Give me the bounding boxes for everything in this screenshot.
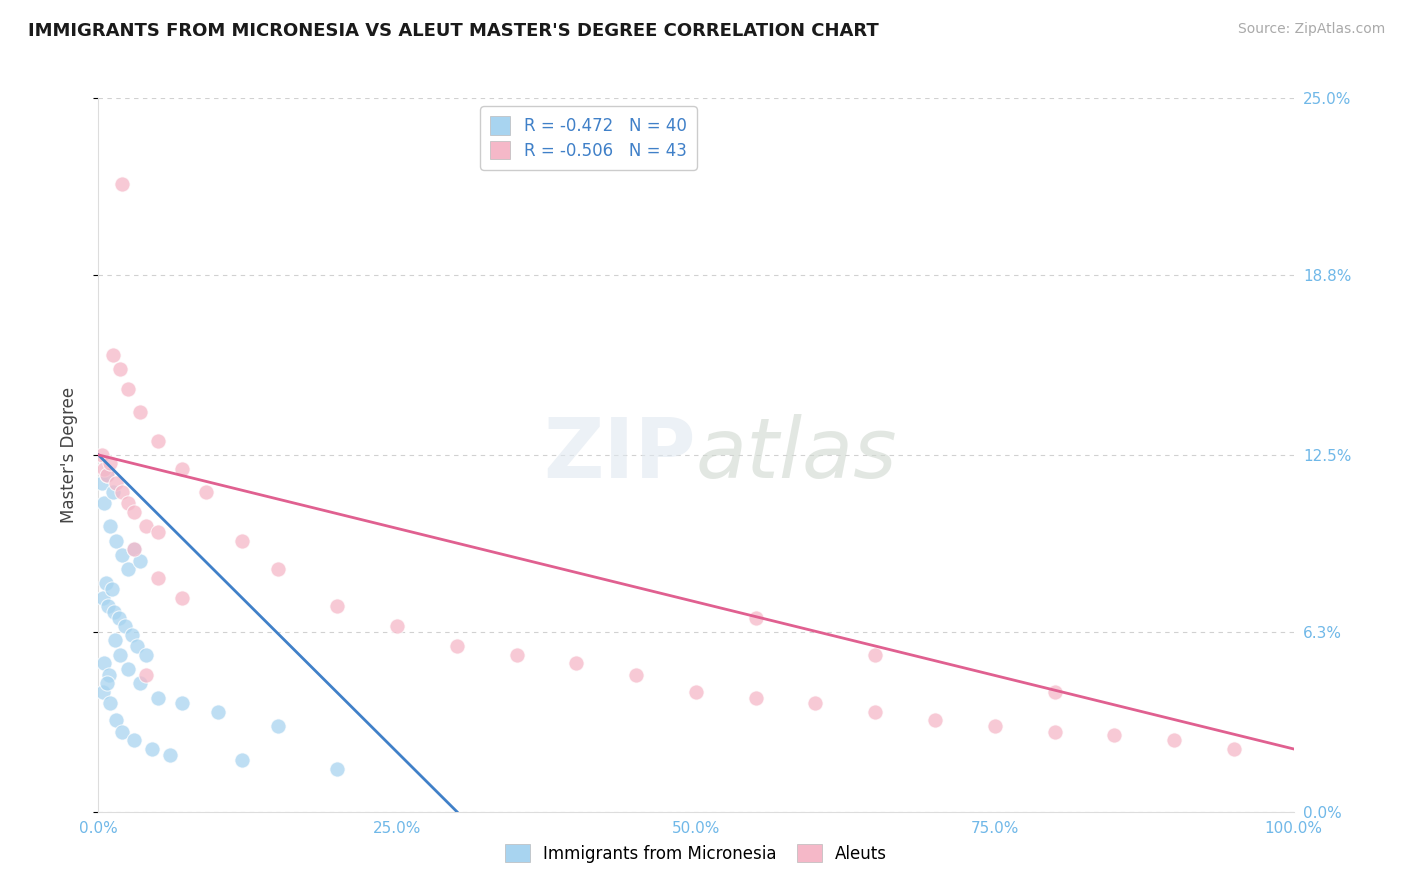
- Text: atlas: atlas: [696, 415, 897, 495]
- Point: [1222, 742, 1246, 756]
- Point: [148, 524, 170, 539]
- Point: [114, 619, 136, 633]
- Point: [326, 599, 349, 614]
- Point: [863, 705, 887, 719]
- Point: [125, 639, 148, 653]
- Point: [745, 610, 768, 624]
- Point: [104, 633, 127, 648]
- Point: [129, 676, 152, 690]
- Point: [231, 753, 253, 767]
- Point: [135, 648, 157, 662]
- Point: [96, 467, 118, 482]
- Point: [124, 542, 146, 557]
- Point: [172, 696, 194, 710]
- Point: [121, 628, 143, 642]
- Point: [129, 405, 152, 419]
- Point: [91, 685, 114, 699]
- Point: [94, 576, 117, 591]
- Point: [117, 382, 139, 396]
- Point: [108, 362, 131, 376]
- Point: [135, 519, 157, 533]
- Point: [172, 462, 194, 476]
- Point: [108, 648, 131, 662]
- Point: [267, 719, 290, 733]
- Point: [804, 696, 827, 710]
- Point: [124, 542, 146, 557]
- Point: [148, 571, 170, 585]
- Point: [111, 485, 134, 500]
- Point: [91, 448, 114, 462]
- Point: [685, 685, 707, 699]
- Point: [326, 762, 349, 776]
- Point: [105, 533, 128, 548]
- Point: [124, 733, 146, 747]
- Point: [159, 747, 181, 762]
- Point: [93, 462, 115, 476]
- Point: [103, 605, 125, 619]
- Point: [105, 714, 128, 728]
- Point: [98, 519, 122, 533]
- Point: [506, 648, 529, 662]
- Point: [207, 705, 229, 719]
- Point: [111, 724, 134, 739]
- Point: [267, 562, 290, 576]
- Text: ZIP: ZIP: [544, 415, 696, 495]
- Point: [172, 591, 194, 605]
- Point: [91, 591, 114, 605]
- Point: [194, 485, 218, 500]
- Point: [93, 496, 115, 510]
- Point: [565, 657, 588, 671]
- Point: [100, 582, 122, 596]
- Point: [148, 434, 170, 448]
- Point: [117, 496, 139, 510]
- Point: [117, 562, 139, 576]
- Point: [1102, 728, 1125, 742]
- Text: Source: ZipAtlas.com: Source: ZipAtlas.com: [1237, 22, 1385, 37]
- Point: [107, 610, 129, 624]
- Point: [97, 599, 120, 614]
- Point: [924, 714, 946, 728]
- Point: [96, 467, 118, 482]
- Point: [626, 667, 648, 681]
- Point: [117, 662, 139, 676]
- Point: [148, 690, 170, 705]
- Point: [1043, 685, 1066, 699]
- Point: [111, 548, 134, 562]
- Point: [745, 690, 768, 705]
- Point: [135, 667, 157, 681]
- Point: [96, 676, 118, 690]
- Point: [129, 553, 152, 567]
- Point: [141, 742, 163, 756]
- Point: [101, 348, 124, 362]
- Point: [863, 648, 887, 662]
- Point: [111, 177, 134, 191]
- Point: [1163, 733, 1185, 747]
- Point: [91, 476, 114, 491]
- Point: [231, 533, 253, 548]
- Point: [385, 619, 409, 633]
- Point: [101, 485, 124, 500]
- Point: [98, 457, 122, 471]
- Y-axis label: Master's Degree: Master's Degree: [59, 387, 77, 523]
- Point: [98, 696, 122, 710]
- Point: [1043, 724, 1066, 739]
- Point: [93, 657, 115, 671]
- Point: [984, 719, 1007, 733]
- Point: [105, 476, 128, 491]
- Text: IMMIGRANTS FROM MICRONESIA VS ALEUT MASTER'S DEGREE CORRELATION CHART: IMMIGRANTS FROM MICRONESIA VS ALEUT MAST…: [28, 22, 879, 40]
- Point: [124, 505, 146, 519]
- Point: [98, 667, 121, 681]
- Point: [446, 639, 468, 653]
- Legend: Immigrants from Micronesia, Aleuts: Immigrants from Micronesia, Aleuts: [496, 836, 896, 871]
